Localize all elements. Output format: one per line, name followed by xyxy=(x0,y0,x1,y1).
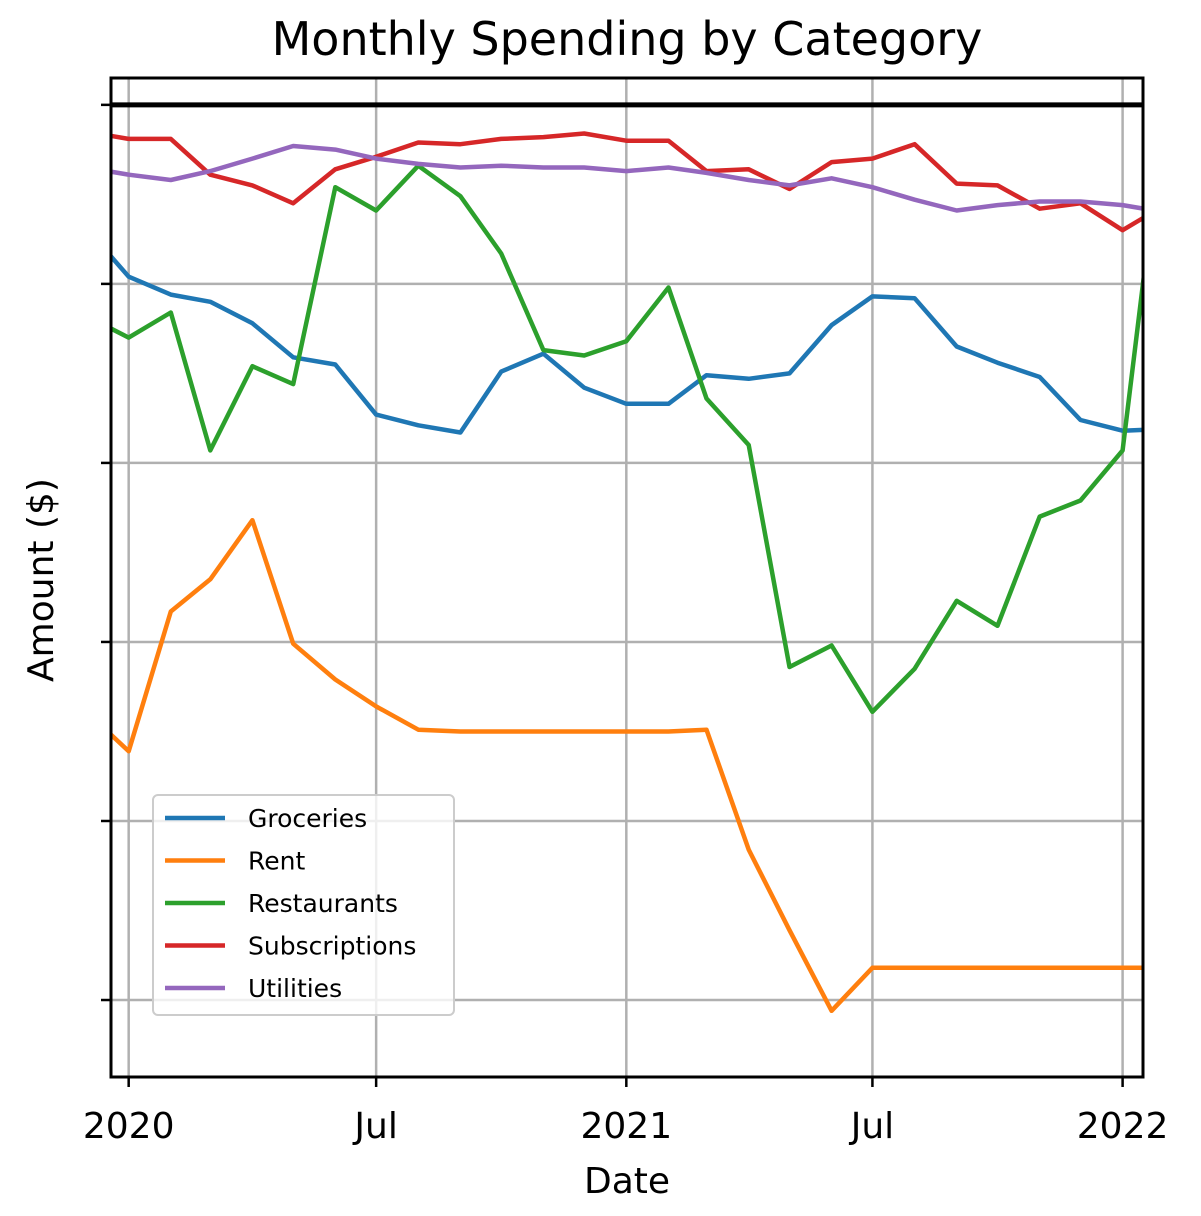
legend: Groceries Rent Restaurants Subscriptions Uti… xyxy=(152,794,455,1016)
x-tick-label: 2021 xyxy=(581,1106,673,1147)
legend-box xyxy=(152,794,455,1016)
series-line-groceries xyxy=(111,253,1143,435)
x-tick-label: Jul xyxy=(849,1106,894,1147)
legend-label: Rent xyxy=(248,847,305,876)
x-tick-label: 2020 xyxy=(83,1106,175,1147)
series-line-utilities xyxy=(111,143,1143,213)
series-line-restaurants xyxy=(111,163,1143,715)
legend-label: Restaurants xyxy=(248,889,398,918)
legend-label: Utilities xyxy=(248,974,342,1003)
x-axis-label: Date xyxy=(584,1161,670,1202)
series-line-subscriptions xyxy=(111,131,1143,233)
chart-title: Monthly Spending by Category xyxy=(272,12,983,66)
series-lines xyxy=(111,102,1143,1014)
x-tick-label: Jul xyxy=(352,1106,397,1147)
legend-label: Groceries xyxy=(248,804,367,833)
series-line-rent xyxy=(111,517,1143,1014)
axis-ticks: 2020 Jul 2021 Jul 2022 xyxy=(83,103,1169,1147)
x-tick-label: 2022 xyxy=(1077,1106,1169,1147)
legend-label: Subscriptions xyxy=(248,932,416,961)
y-axis-label: Amount ($) xyxy=(21,478,62,682)
